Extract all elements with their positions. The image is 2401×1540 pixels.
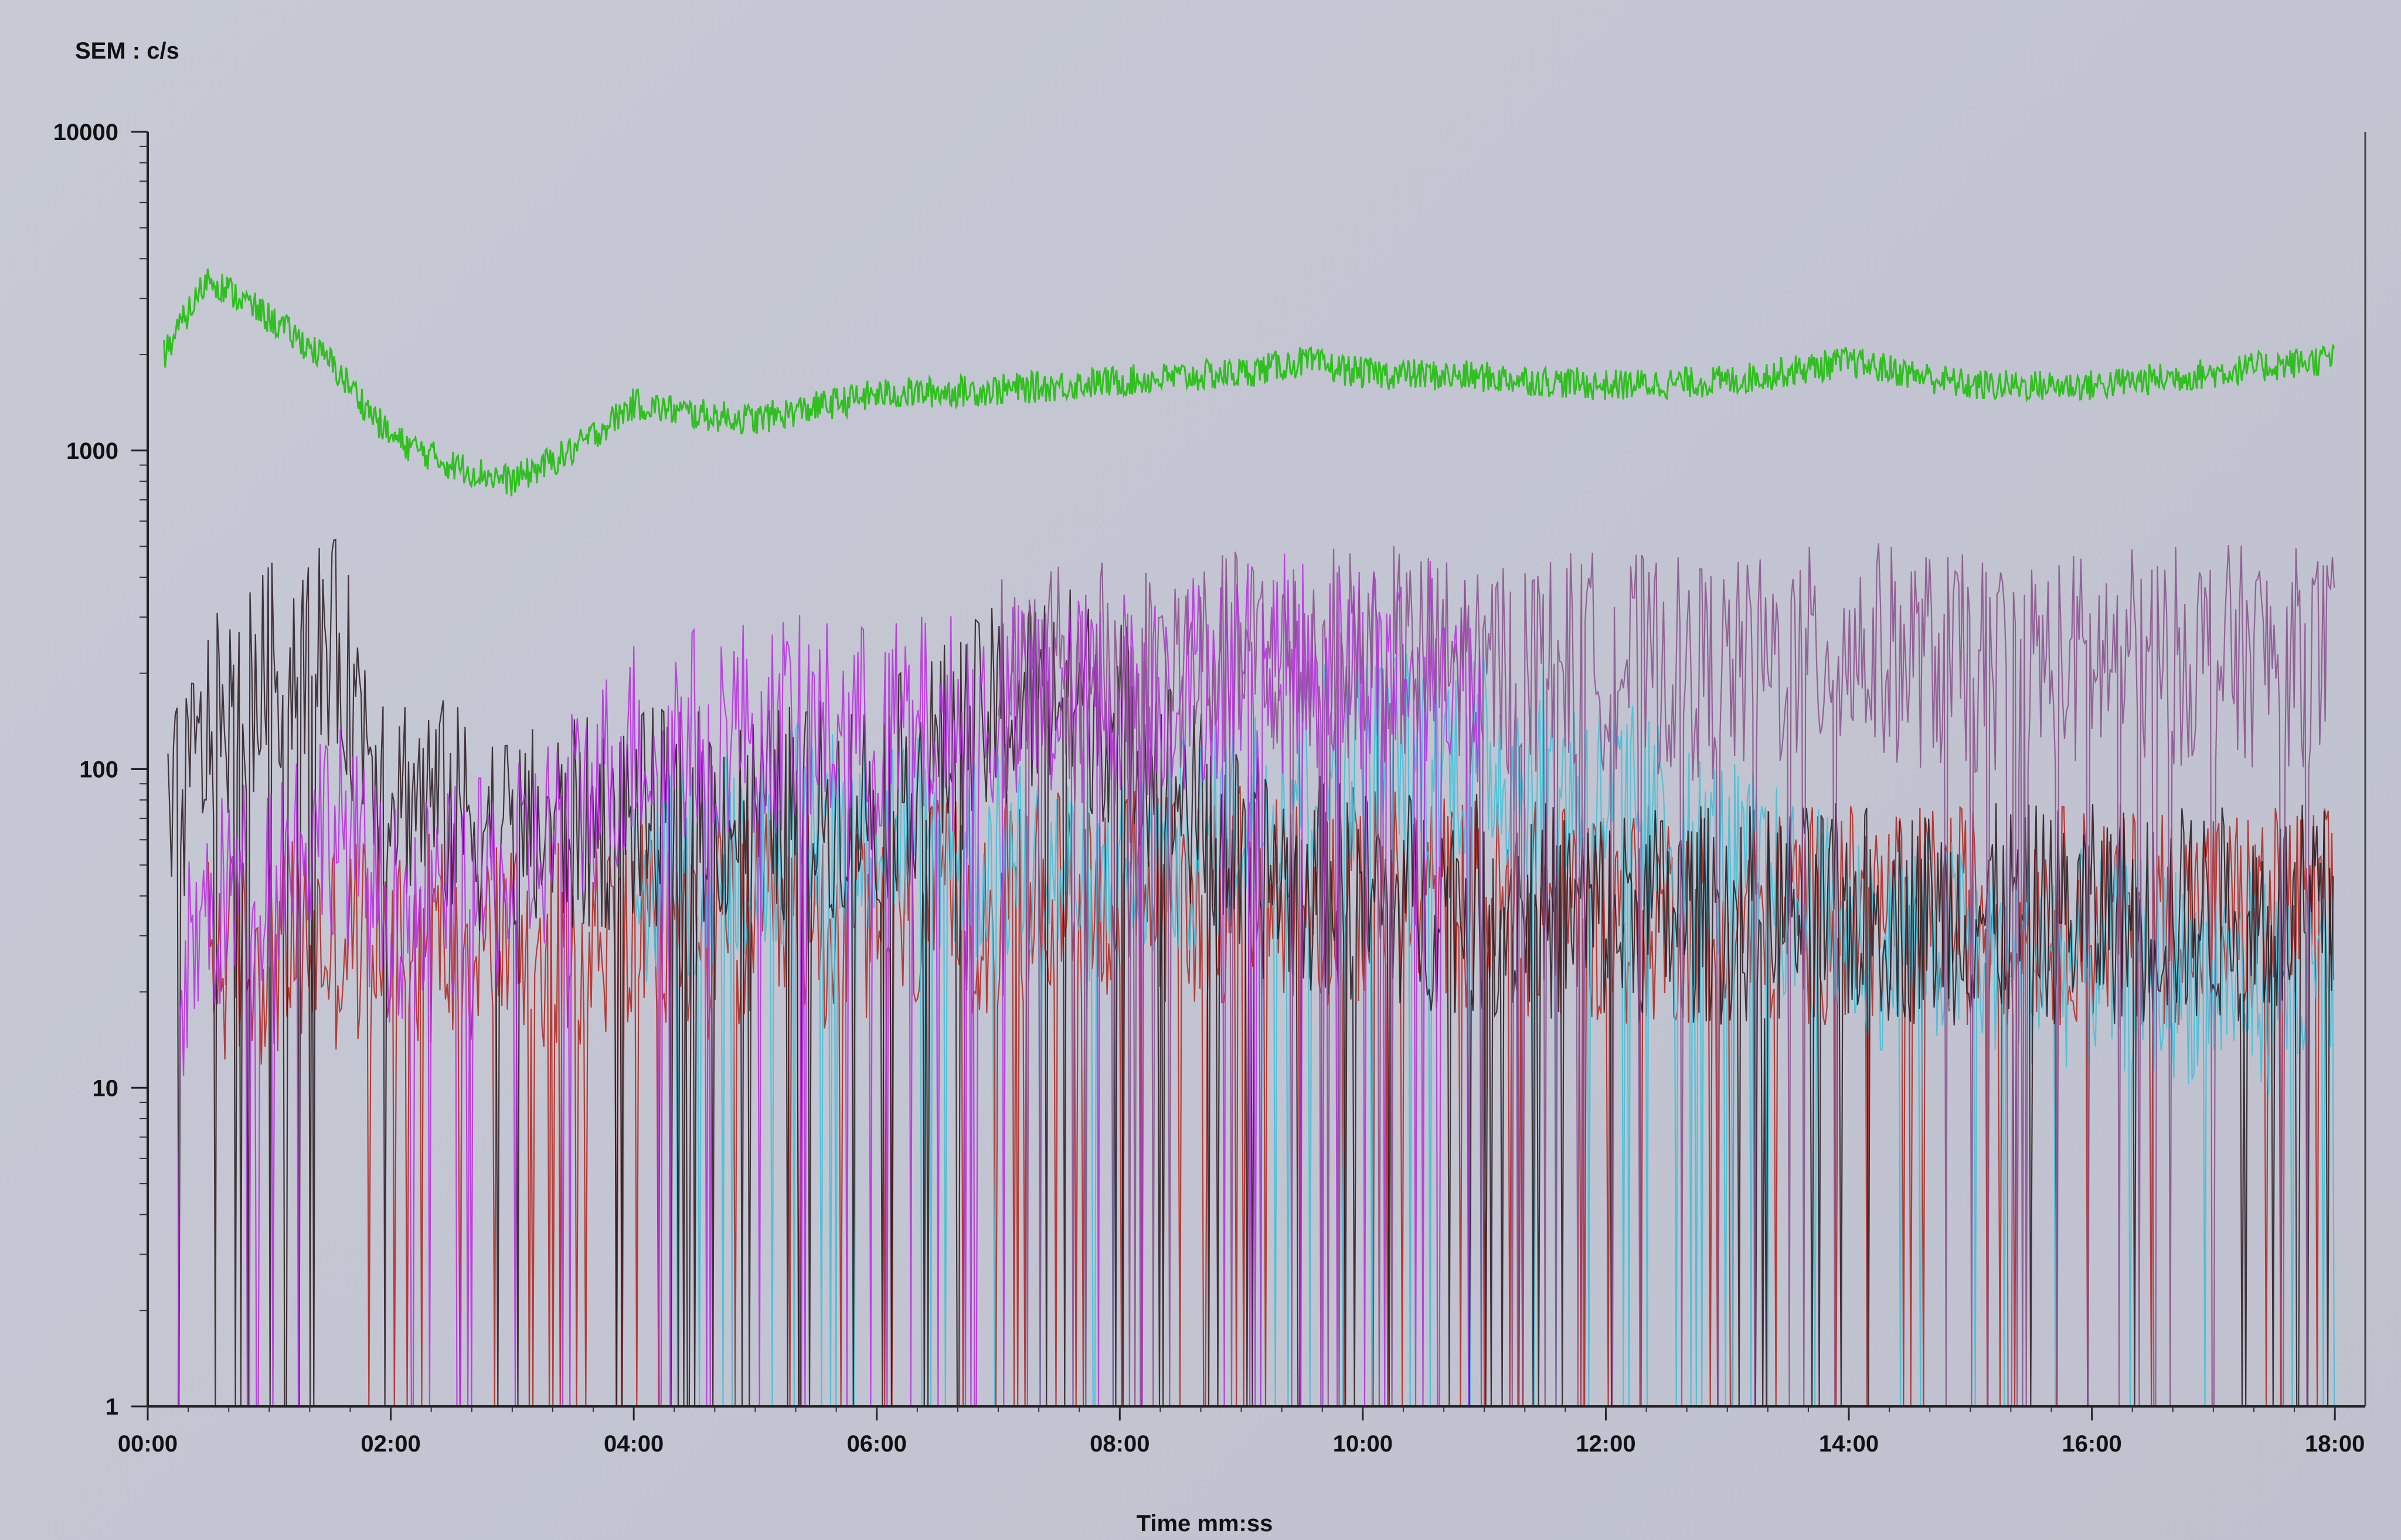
y-tick-label: 1 — [106, 1394, 118, 1420]
x-tick-label: 18:00 — [2305, 1431, 2365, 1457]
x-tick-label: 02:00 — [361, 1431, 420, 1457]
x-tick-label: 04:00 — [604, 1431, 664, 1457]
series-layer — [163, 268, 2335, 1408]
series-line-4 — [633, 650, 2335, 1408]
series-line-2 — [177, 553, 1484, 1408]
y-tick-label: 10000 — [53, 120, 118, 145]
x-tick-label: 00:00 — [118, 1431, 178, 1457]
y-tick-label: 1000 — [66, 438, 118, 464]
x-tick-label: 06:00 — [847, 1431, 907, 1457]
y-axis-label: SEM : c/s — [75, 38, 179, 64]
ticks: 1 10 100 1000 10000 00:00 02:00 04:00 06:00 08:00… — [53, 120, 2365, 1457]
x-tick-label: 14:00 — [1819, 1431, 1879, 1457]
y-tick-label: 100 — [79, 757, 118, 783]
x-tick-label: 10:00 — [1333, 1431, 1393, 1457]
series-line-0 — [163, 268, 2335, 497]
x-tick-label: 08:00 — [1090, 1431, 1150, 1457]
x-tick-label: 12:00 — [1576, 1431, 1635, 1457]
x-tick-label: 16:00 — [2062, 1431, 2121, 1457]
series-line-1 — [997, 543, 2335, 1408]
x-axis-label: Time mm:ss — [1137, 1511, 1273, 1536]
y-tick-label: 10 — [93, 1075, 119, 1101]
